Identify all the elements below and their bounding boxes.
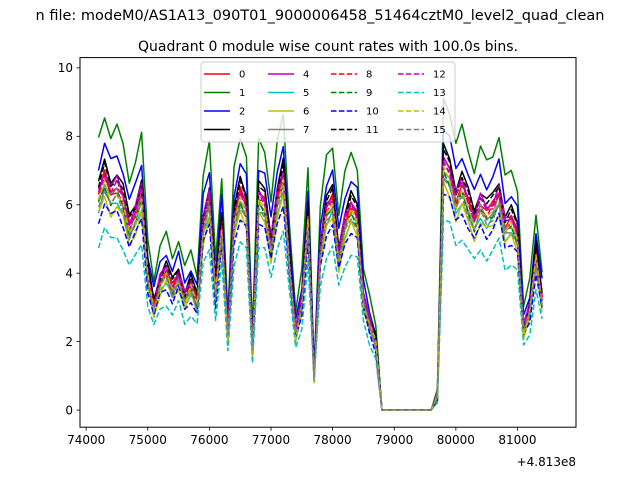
x-tick-label: 75000 — [129, 433, 167, 447]
legend-label-9: 9 — [366, 88, 372, 99]
legend-label-13: 13 — [433, 88, 446, 99]
series-line-10 — [97, 193, 543, 411]
x-offset-label: +4.813e8 — [517, 455, 576, 469]
x-tick-label: 80000 — [437, 433, 475, 447]
y-tick-label: 10 — [58, 61, 73, 75]
series-line-12 — [97, 160, 543, 411]
chart-suptitle: n file: modeM0/AS1A13_090T01_9000006458_… — [36, 8, 605, 24]
x-tick-label: 79000 — [375, 433, 413, 447]
x-axis: 74000 75000 76000 77000 78000 79000 80000 81000 — [67, 427, 537, 447]
legend-label-4: 4 — [303, 70, 309, 81]
legend-label-3: 3 — [239, 125, 245, 136]
series-line-9 — [97, 170, 543, 411]
legend-label-1: 1 — [239, 88, 245, 99]
y-tick-label: 8 — [65, 130, 73, 144]
series-line-1 — [97, 97, 543, 411]
x-tick-label: 77000 — [252, 433, 290, 447]
y-tick-label: 6 — [65, 198, 73, 212]
legend-label-10: 10 — [366, 107, 379, 118]
legend-label-6: 6 — [303, 107, 309, 118]
y-axis: 0 2 4 6 8 10 — [58, 61, 80, 417]
x-tick-label: 74000 — [67, 433, 105, 447]
y-tick-label: 4 — [65, 267, 73, 281]
plot-frame — [79, 57, 577, 428]
series-line-2 — [97, 129, 543, 411]
legend-label-7: 7 — [303, 125, 309, 136]
series-line-15 — [97, 177, 543, 411]
legend-label-2: 2 — [239, 107, 245, 118]
legend-label-0: 0 — [239, 70, 245, 81]
legend-label-8: 8 — [366, 70, 372, 81]
legend-label-5: 5 — [303, 88, 309, 99]
series-line-11 — [97, 148, 543, 411]
x-tick-label: 81000 — [498, 433, 536, 447]
legend-label-12: 12 — [433, 70, 446, 81]
x-tick-label: 78000 — [314, 433, 352, 447]
legend-box — [200, 61, 456, 143]
legend-label-14: 14 — [433, 107, 446, 118]
x-tick-label: 76000 — [190, 433, 228, 447]
series-layer — [97, 97, 543, 411]
y-tick-label: 2 — [65, 335, 73, 349]
y-tick-label: 0 — [65, 403, 73, 417]
legend-label-15: 15 — [433, 125, 446, 136]
chart-title: Quadrant 0 module wise count rates with … — [138, 39, 518, 55]
series-line-13 — [97, 219, 543, 411]
legend-label-11: 11 — [366, 125, 379, 136]
